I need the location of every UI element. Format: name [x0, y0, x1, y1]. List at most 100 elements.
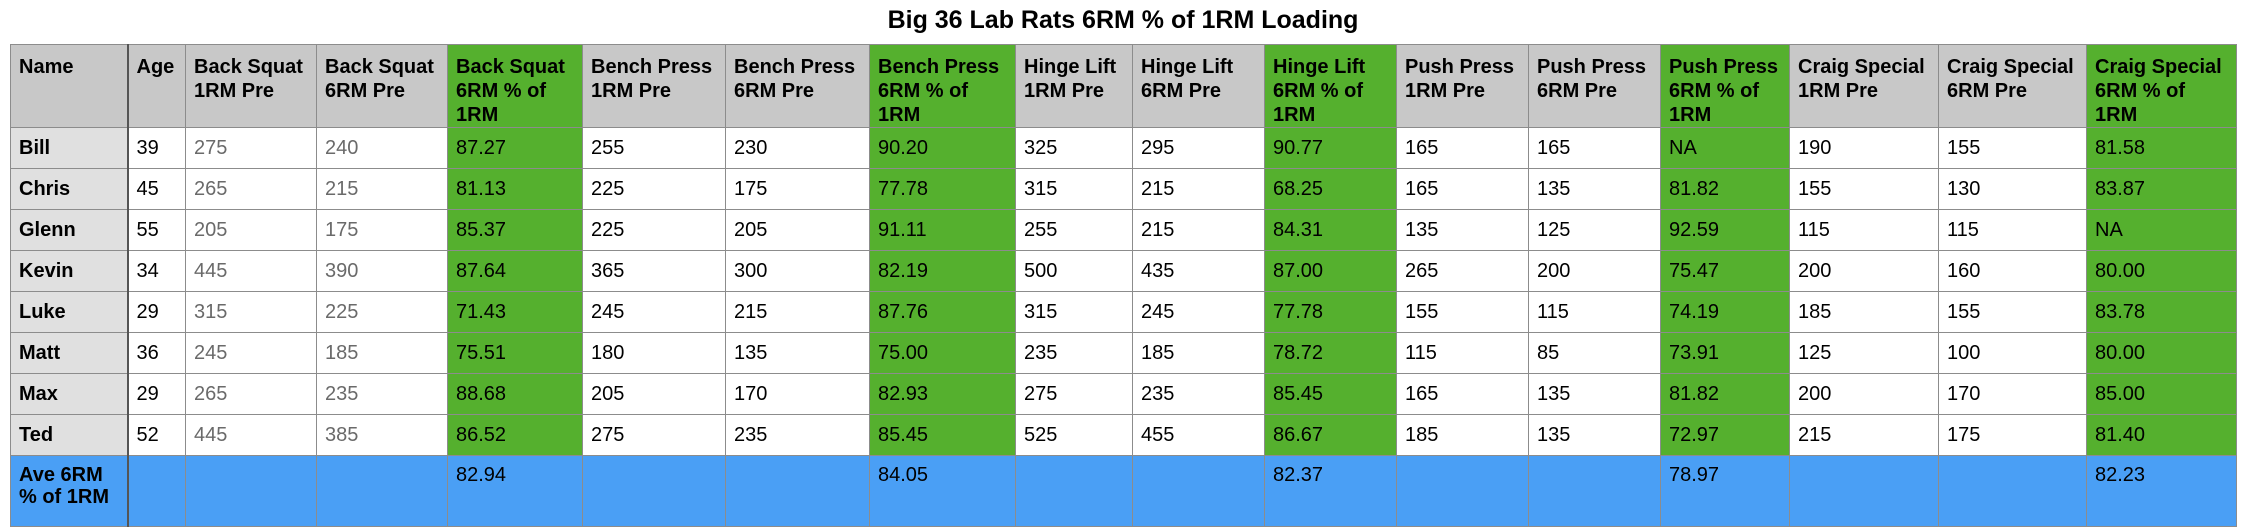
table-cell: 185: [316, 332, 448, 374]
table-cell: 175: [725, 168, 870, 210]
loading-table: Name Age Back Squat 1RM Pre Back Squat 6RM …: [10, 44, 2237, 527]
row-name-cell: Chris: [10, 168, 129, 210]
table-cell: 275: [185, 127, 317, 169]
table-cell: 52: [127, 414, 186, 456]
table-cell: 445: [185, 250, 317, 292]
table-cell: 200: [1789, 250, 1939, 292]
table-cell: 135: [1528, 373, 1661, 415]
table-cell: 115: [1528, 291, 1661, 333]
average-cell: 82.37: [1264, 455, 1397, 527]
table-cell: 200: [1528, 250, 1661, 292]
average-cell: [1938, 455, 2087, 527]
table-cell: 235: [1015, 332, 1133, 374]
table-cell: 36: [127, 332, 186, 374]
average-cell: [1132, 455, 1265, 527]
table-cell: 165: [1396, 127, 1529, 169]
table-cell: 385: [316, 414, 448, 456]
table-cell: 130: [1938, 168, 2087, 210]
table-cell: 175: [1938, 414, 2087, 456]
column-header: Back Squat 6RM % of 1RM: [447, 44, 583, 128]
table-cell: 500: [1015, 250, 1133, 292]
table-cell: 215: [1132, 168, 1265, 210]
table-cell: 81.40: [2086, 414, 2237, 456]
table-cell: 225: [582, 209, 726, 251]
table-cell: 135: [1396, 209, 1529, 251]
table-cell: 155: [1396, 291, 1529, 333]
average-cell: 78.97: [1660, 455, 1790, 527]
row-name-cell: Kevin: [10, 250, 129, 292]
table-cell: 83.87: [2086, 168, 2237, 210]
table-cell: 115: [1789, 209, 1939, 251]
table-cell: 160: [1938, 250, 2087, 292]
average-cell: [1789, 455, 1939, 527]
table-cell: 175: [316, 209, 448, 251]
average-label: Ave 6RM % of 1RM: [10, 455, 129, 527]
table-cell: 87.76: [869, 291, 1016, 333]
table-cell: 155: [1938, 127, 2087, 169]
table-row: Luke 29 315 225 71.43 245 215 87.76 315 245 77.78 1…: [10, 291, 2237, 333]
table-cell: 71.43: [447, 291, 583, 333]
table-cell: 165: [1528, 127, 1661, 169]
column-header: Hinge Lift 6RM % of 1RM: [1264, 44, 1397, 128]
average-cell: [1015, 455, 1133, 527]
table-cell: 240: [316, 127, 448, 169]
table-cell: 115: [1396, 332, 1529, 374]
table-cell: 73.91: [1660, 332, 1790, 374]
column-header: Craig Special 1RM Pre: [1789, 44, 1939, 128]
column-header: Bench Press 1RM Pre: [582, 44, 726, 128]
table-cell: 185: [1132, 332, 1265, 374]
table-cell: 75.51: [447, 332, 583, 374]
average-cell: [1528, 455, 1661, 527]
table-cell: 81.58: [2086, 127, 2237, 169]
table-cell: 77.78: [869, 168, 1016, 210]
table-cell: 90.20: [869, 127, 1016, 169]
table-cell: 74.19: [1660, 291, 1790, 333]
table-cell: 265: [1396, 250, 1529, 292]
row-name-cell: Matt: [10, 332, 129, 374]
table-row: Max 29 265 235 88.68 205 170 82.93 275 235 85.45 16…: [10, 373, 2237, 415]
table-cell: 205: [185, 209, 317, 251]
table-cell: 39: [127, 127, 186, 169]
average-cell: 84.05: [869, 455, 1016, 527]
table-cell: 85.37: [447, 209, 583, 251]
table-cell: 235: [1132, 373, 1265, 415]
row-name-cell: Glenn: [10, 209, 129, 251]
table-cell: 300: [725, 250, 870, 292]
table-cell: 435: [1132, 250, 1265, 292]
table-cell: 315: [185, 291, 317, 333]
table-cell: 82.93: [869, 373, 1016, 415]
table-cell: 170: [725, 373, 870, 415]
header-row: Name Age Back Squat 1RM Pre Back Squat 6RM …: [10, 44, 2237, 128]
table-cell: 80.00: [2086, 332, 2237, 374]
table-cell: 115: [1938, 209, 2087, 251]
table-cell: 125: [1789, 332, 1939, 374]
table-cell: 78.72: [1264, 332, 1397, 374]
average-cell: [1396, 455, 1529, 527]
table-cell: 365: [582, 250, 726, 292]
table-cell: 125: [1528, 209, 1661, 251]
table-cell: 225: [316, 291, 448, 333]
table-cell: NA: [1660, 127, 1790, 169]
table-cell: 315: [1015, 168, 1133, 210]
table-cell: 235: [725, 414, 870, 456]
average-cell: [185, 455, 317, 527]
table-cell: 85: [1528, 332, 1661, 374]
table-cell: 155: [1938, 291, 2087, 333]
column-header: Push Press 6RM % of 1RM: [1660, 44, 1790, 128]
column-header: Push Press 1RM Pre: [1396, 44, 1529, 128]
table-cell: 87.00: [1264, 250, 1397, 292]
column-header: Hinge Lift 6RM Pre: [1132, 44, 1265, 128]
table-cell: 91.11: [869, 209, 1016, 251]
table-cell: 86.52: [447, 414, 583, 456]
table-cell: 315: [1015, 291, 1133, 333]
table-cell: 255: [582, 127, 726, 169]
column-header: Back Squat 6RM Pre: [316, 44, 448, 128]
table-cell: 190: [1789, 127, 1939, 169]
column-header: Bench Press 6RM % of 1RM: [869, 44, 1016, 128]
table-row: Bill 39 275 240 87.27 255 230 90.20 325 295 90.77 1…: [10, 127, 2237, 169]
table-cell: 135: [1528, 414, 1661, 456]
table-cell: 29: [127, 291, 186, 333]
table-cell: 29: [127, 373, 186, 415]
table-cell: 77.78: [1264, 291, 1397, 333]
average-row: Ave 6RM % of 1RM 82.94 84.05 82.37 78.97 82.2…: [10, 455, 2237, 527]
